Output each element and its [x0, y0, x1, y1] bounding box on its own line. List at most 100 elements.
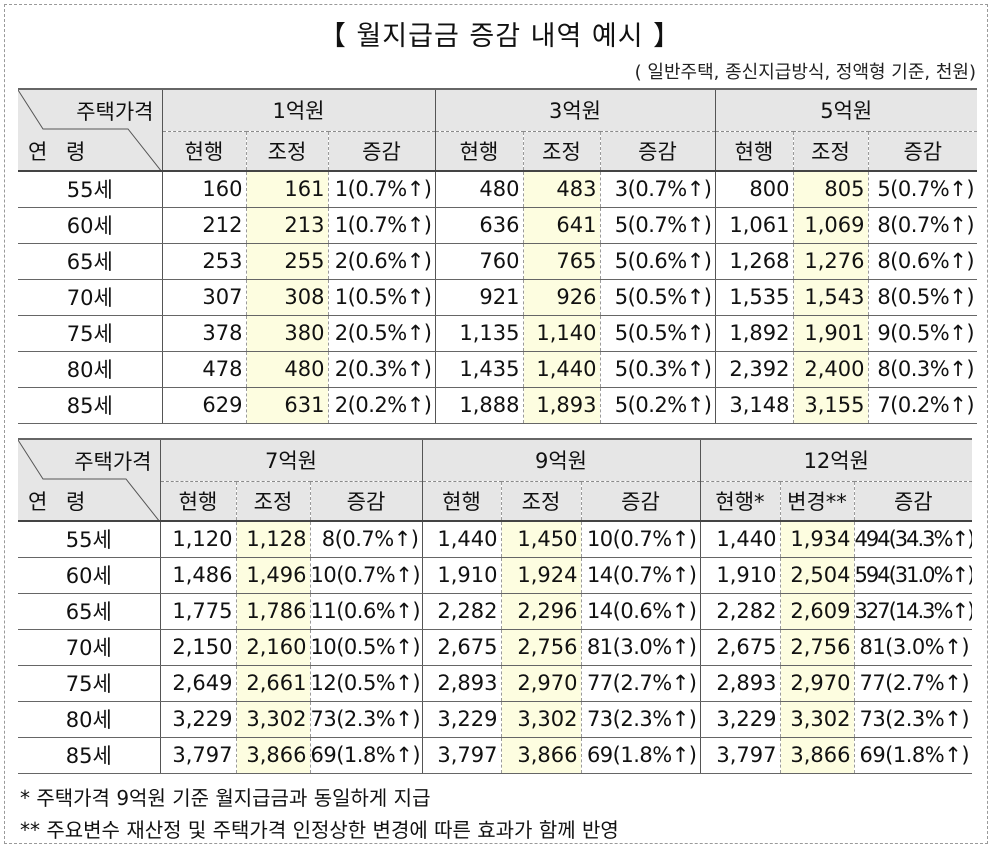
change-cell: 14(0.7%↑) [580, 557, 700, 594]
change-cell: 69(1.8%↑) [853, 737, 973, 774]
column-header: 현행 [159, 481, 236, 521]
change-cell: 5(0.5%↑) [599, 279, 715, 316]
current-value-cell: 212 [161, 207, 246, 244]
change-cell: 1(0.7%↑) [327, 170, 435, 208]
document-frame [4, 4, 988, 844]
change-cell: 69(1.8%↑) [309, 737, 422, 774]
age-cell: 70세 [18, 629, 160, 666]
adjusted-value-cell: 2,504 [779, 557, 854, 594]
table-row: 55세 160 161 1(0.7%↑) 480 483 3(0.7%↑) 800 805 5(0… [18, 170, 978, 208]
current-value-cell: 1,268 [714, 243, 793, 280]
column-header: 증감 [309, 481, 422, 521]
change-cell: 69(1.8%↑) [580, 737, 700, 774]
age-cell: 75세 [18, 665, 160, 702]
adjusted-value-cell: 213 [245, 207, 328, 244]
current-value-cell: 1,135 [434, 315, 523, 352]
adjusted-value-cell: 3,866 [779, 737, 854, 774]
current-value-cell: 1,435 [434, 351, 523, 388]
age-cell: 70세 [18, 279, 162, 316]
current-value-cell: 3,229 [159, 701, 236, 738]
adjusted-value-cell: 1,786 [235, 593, 310, 630]
change-cell: 8(0.7%↑) [867, 207, 978, 244]
age-cell: 85세 [18, 737, 160, 774]
column-header: 현행 [434, 131, 523, 171]
adjusted-value-cell: 805 [792, 170, 868, 208]
adjusted-value-cell: 1,450 [500, 520, 581, 558]
current-value-cell: 1,486 [159, 557, 236, 594]
age-label: 연 령 [28, 140, 92, 164]
age-cell: 80세 [18, 351, 162, 388]
diagonal-divider [18, 91, 162, 171]
current-value-cell: 1,440 [421, 520, 501, 558]
change-cell: 5(0.7%↑) [867, 170, 978, 208]
current-value-cell: 378 [161, 315, 246, 352]
column-header: 증감 [867, 131, 978, 171]
adjusted-value-cell: 1,893 [522, 387, 600, 424]
change-cell: 8(0.5%↑) [867, 279, 978, 316]
column-header: 증감 [853, 481, 973, 521]
page-title: 【 월지급금 증감 내역 예시 】 [318, 21, 682, 52]
adjusted-value-cell: 3,302 [500, 701, 581, 738]
age-cell: 65세 [18, 593, 160, 630]
adjusted-value-cell: 1,543 [792, 279, 868, 316]
column-header: 증감 [599, 131, 715, 171]
adjusted-value-cell: 161 [245, 170, 328, 208]
column-header: 조정 [792, 131, 868, 171]
payment-table-top: 주택가격 연 령 1억원 3억원 5억원 현행 조정 증감 현행 조정 증감 현… [18, 88, 978, 424]
current-value-cell: 1,888 [434, 387, 523, 424]
column-header: 현행 [714, 131, 793, 171]
table-row: 80세 478 480 2(0.3%↑) 1,435 1,440 5(0.3%↑) 2,392… [18, 351, 978, 388]
current-value-cell: 760 [434, 243, 523, 280]
age-cell: 55세 [18, 170, 162, 208]
adjusted-value-cell: 1,496 [235, 557, 310, 594]
adjusted-value-cell: 926 [522, 279, 600, 316]
column-header: 현행 [161, 131, 246, 171]
group-header: 3억원 [434, 88, 715, 132]
adjusted-value-cell: 3,155 [792, 387, 868, 424]
column-header: 증감 [580, 481, 700, 521]
column-header: 증감 [327, 131, 435, 171]
corner-header-cell: 주택가격 연 령 [18, 438, 160, 521]
table-row: 75세 2,649 2,661 12(0.5%↑) 2,893 2,970 77(2.7%↑… [18, 665, 973, 702]
current-value-cell: 160 [161, 170, 246, 208]
change-cell: 2(0.2%↑) [327, 387, 435, 424]
change-cell: 2(0.3%↑) [327, 351, 435, 388]
change-cell: 5(0.5%↑) [599, 315, 715, 352]
current-value-cell: 1,535 [714, 279, 793, 316]
current-value-cell: 3,797 [159, 737, 236, 774]
adjusted-value-cell: 2,970 [500, 665, 581, 702]
age-cell: 60세 [18, 557, 160, 594]
current-value-cell: 2,893 [699, 665, 780, 702]
current-value-cell: 921 [434, 279, 523, 316]
corner-header-cell: 주택가격 연 령 [18, 88, 162, 171]
column-header: 조정 [522, 131, 600, 171]
adjusted-value-cell: 631 [245, 387, 328, 424]
adjusted-value-cell: 1,276 [792, 243, 868, 280]
change-cell: 8(0.6%↑) [867, 243, 978, 280]
current-value-cell: 480 [434, 170, 523, 208]
age-label: 연 령 [28, 490, 92, 514]
current-value-cell: 3,797 [699, 737, 780, 774]
age-cell: 55세 [18, 520, 160, 558]
table-row: 65세 1,775 1,786 11(0.6%↑) 2,282 2,296 14(0.6%↑… [18, 593, 973, 630]
current-value-cell: 800 [714, 170, 793, 208]
current-value-cell: 1,061 [714, 207, 793, 244]
current-value-cell: 253 [161, 243, 246, 280]
table-row: 85세 3,797 3,866 69(1.8%↑) 3,797 3,866 69(1.8%↑… [18, 737, 973, 774]
change-cell: 73(2.3%↑) [853, 701, 973, 738]
age-cell: 65세 [18, 243, 162, 280]
current-value-cell: 636 [434, 207, 523, 244]
table-row: 55세 1,120 1,128 8(0.7%↑) 1,440 1,450 10(0.7%↑)… [18, 520, 973, 558]
adjusted-value-cell: 2,296 [500, 593, 581, 630]
current-value-cell: 478 [161, 351, 246, 388]
adjusted-value-cell: 1,440 [522, 351, 600, 388]
house-price-label: 주택가격 [74, 450, 152, 474]
change-cell: 5(0.7%↑) [599, 207, 715, 244]
current-value-cell: 1,910 [699, 557, 780, 594]
age-cell: 80세 [18, 701, 160, 738]
change-cell: 7(0.2%↑) [867, 387, 978, 424]
column-header: 현행* [699, 481, 780, 521]
change-cell: 10(0.7%↑) [580, 520, 700, 558]
change-cell: 12(0.5%↑) [309, 665, 422, 702]
house-price-label: 주택가격 [76, 100, 154, 124]
